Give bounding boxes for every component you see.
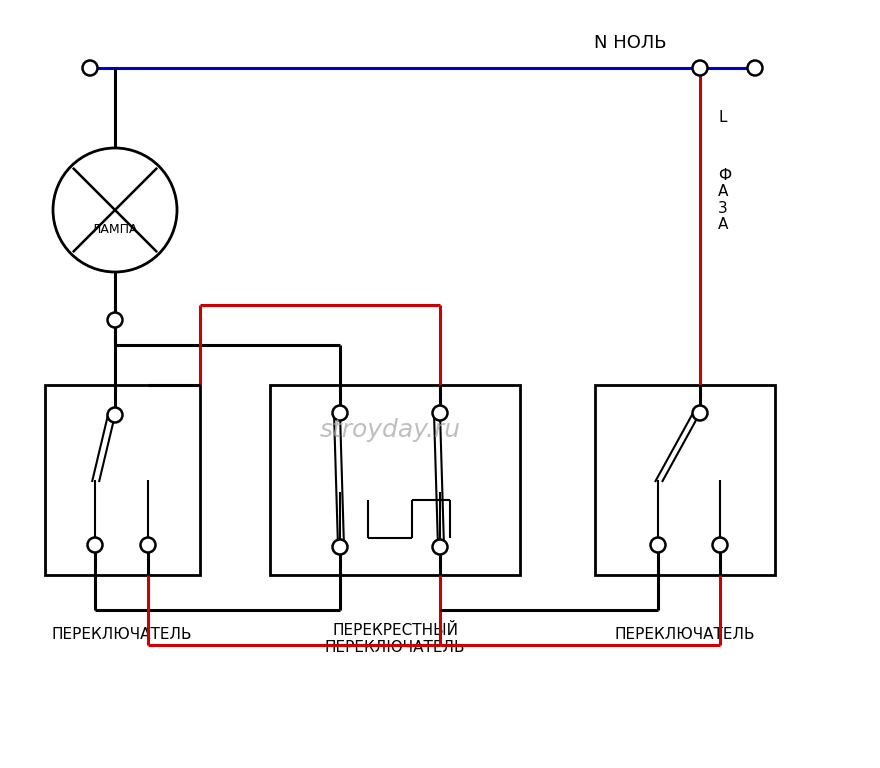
Circle shape <box>141 538 156 552</box>
Circle shape <box>432 539 448 554</box>
Bar <box>270 385 520 575</box>
Circle shape <box>432 406 448 421</box>
Circle shape <box>53 148 177 272</box>
Circle shape <box>87 538 102 552</box>
Circle shape <box>693 406 708 421</box>
Text: L: L <box>718 111 727 125</box>
Text: ПЕРЕКЛЮЧАТЕЛЬ: ПЕРЕКЛЮЧАТЕЛЬ <box>615 627 755 642</box>
Circle shape <box>713 538 728 552</box>
Text: stroyday.ru: stroyday.ru <box>319 418 460 442</box>
Text: ЛАМПА: ЛАМПА <box>92 223 138 237</box>
Circle shape <box>333 539 348 554</box>
Text: Ф
А
3
А: Ф А 3 А <box>718 168 731 232</box>
Circle shape <box>107 313 122 327</box>
Text: N НОЛЬ: N НОЛЬ <box>594 34 666 52</box>
Circle shape <box>650 538 665 552</box>
Text: ПЕРЕКЛЮЧАТЕЛЬ: ПЕРЕКЛЮЧАТЕЛЬ <box>52 627 192 642</box>
Circle shape <box>107 408 122 422</box>
Circle shape <box>693 61 708 75</box>
Circle shape <box>83 61 98 75</box>
Text: ПЕРЕКРЕСТНЫЙ
ПЕРЕКЛЮЧАТЕЛЬ: ПЕРЕКРЕСТНЫЙ ПЕРЕКЛЮЧАТЕЛЬ <box>325 623 466 655</box>
Bar <box>45 385 200 575</box>
Bar <box>595 385 775 575</box>
Circle shape <box>333 406 348 421</box>
Circle shape <box>747 61 762 75</box>
